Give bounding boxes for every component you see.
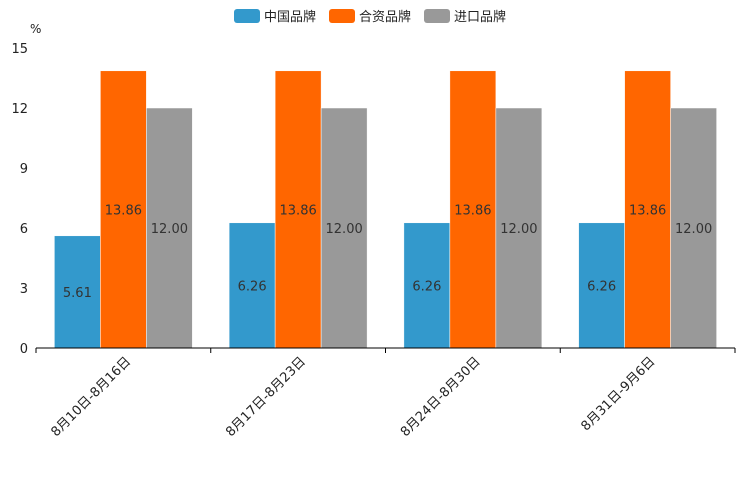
y-tick-label: 9 xyxy=(20,162,28,177)
y-tick-label: 15 xyxy=(11,42,28,57)
y-tick-label: 6 xyxy=(20,222,28,237)
bar xyxy=(146,107,193,349)
bar-value-label: 13.86 xyxy=(629,203,666,218)
bar xyxy=(320,107,368,349)
bar-value-label: 12.00 xyxy=(151,222,188,237)
bar-value-label: 12.00 xyxy=(500,222,537,237)
legend-swatch xyxy=(329,9,355,23)
bar-value-label: 6.26 xyxy=(412,279,441,294)
bar-value-label: 6.26 xyxy=(587,279,616,294)
bar-value-label: 13.86 xyxy=(280,203,317,218)
x-category-label: 8月31日-9月6日 xyxy=(579,354,659,434)
bar xyxy=(449,70,497,349)
bar xyxy=(578,222,625,349)
legend-label: 进口品牌 xyxy=(454,9,506,25)
bar-value-label: 12.00 xyxy=(675,222,712,237)
bar-value-label: 13.86 xyxy=(105,203,142,218)
bar xyxy=(274,70,322,349)
bars: 5.61 13.86 12.00 6.26 13.86 12.00 6.26 13.86 12.… xyxy=(54,70,717,349)
y-tick-label: 12 xyxy=(11,102,28,117)
y-axis-unit-label: % xyxy=(30,22,41,36)
legend: 中国品牌 合资品牌 进口品牌 xyxy=(234,9,506,25)
x-category-label: 8月17日-8月23日 xyxy=(223,354,309,440)
x-axis: 8月10日-8月16日 8月17日-8月23日 8月24日-8月30日 8月31日-9… xyxy=(35,347,736,440)
y-tick-label: 3 xyxy=(20,282,28,297)
y-axis: 0 3 6 9 12 15 xyxy=(11,42,28,357)
bar-value-label: 13.86 xyxy=(454,203,491,218)
bar-value-label: 6.26 xyxy=(238,279,267,294)
legend-swatch xyxy=(424,9,450,23)
legend-label: 中国品牌 xyxy=(264,9,316,25)
x-category-label: 8月10日-8月16日 xyxy=(48,354,134,440)
bar xyxy=(54,235,101,349)
bar xyxy=(100,70,147,349)
x-category-label: 8月24日-8月30日 xyxy=(398,354,484,440)
legend-label: 合资品牌 xyxy=(359,9,411,25)
legend-swatch xyxy=(234,9,260,23)
bar-value-label: 5.61 xyxy=(63,286,92,301)
y-tick-label: 0 xyxy=(20,342,28,357)
bar xyxy=(228,222,276,349)
bar xyxy=(670,107,717,349)
bar-value-label: 12.00 xyxy=(326,222,363,237)
